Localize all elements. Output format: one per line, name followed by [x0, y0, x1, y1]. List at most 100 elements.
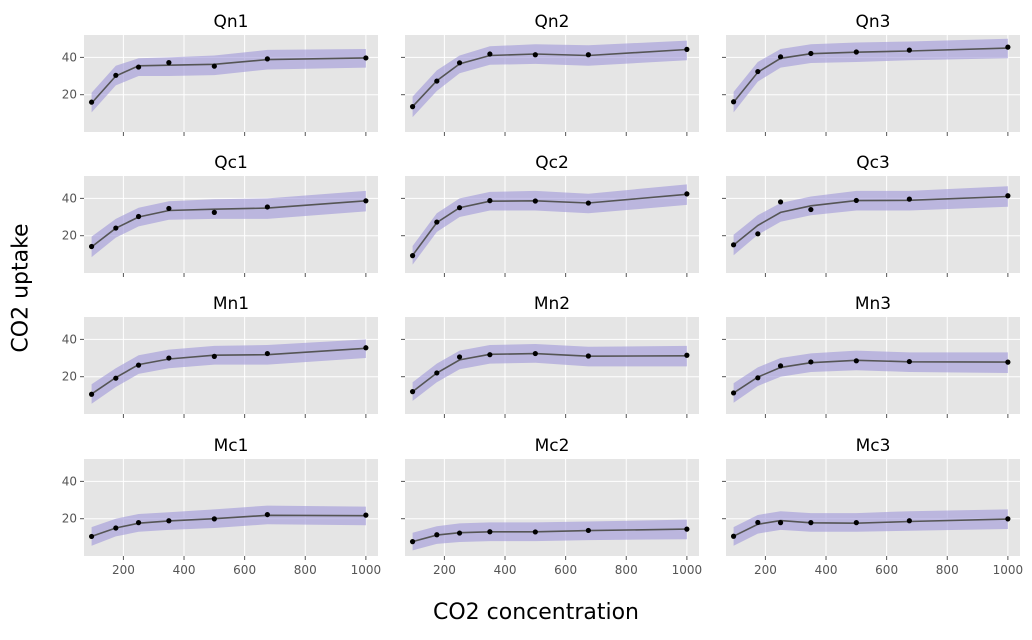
data-point [585, 52, 591, 58]
data-point [434, 219, 440, 225]
data-point [456, 60, 463, 66]
data-point [88, 391, 95, 397]
y-tick-label: 20 [62, 88, 77, 102]
subplot-title: Qn2 [535, 12, 570, 32]
data-point [211, 63, 217, 69]
data-point [777, 520, 784, 526]
data-point [456, 354, 463, 360]
subplot-title: Mc3 [856, 436, 891, 456]
data-point [684, 191, 690, 197]
data-point [166, 355, 172, 361]
data-point [135, 64, 142, 70]
data-point [434, 78, 440, 84]
data-point [487, 51, 493, 57]
data-point [166, 518, 172, 524]
subplot-title: Qc3 [856, 153, 890, 173]
data-point [88, 243, 95, 250]
data-point [532, 198, 538, 204]
y-tick-label: 20 [62, 370, 77, 384]
data-point [684, 352, 690, 358]
subplot-title: Mc2 [535, 436, 570, 456]
subplot-title: Qn1 [214, 12, 249, 32]
data-point [853, 197, 859, 204]
data-point [808, 359, 814, 365]
data-point [88, 533, 95, 540]
data-point [585, 200, 591, 206]
data-point [777, 363, 784, 369]
y-tick-label: 20 [62, 512, 77, 526]
data-point [135, 213, 142, 220]
confidence-band [733, 186, 1008, 256]
data-point [755, 68, 761, 75]
x-tick-label: 200 [433, 563, 456, 577]
data-point [363, 55, 369, 61]
data-point [808, 520, 814, 526]
data-point [1005, 44, 1011, 50]
data-point [730, 242, 737, 248]
subplot-title: Mc1 [214, 436, 249, 456]
confidence-band [733, 38, 1008, 113]
data-point [487, 352, 493, 358]
data-point [684, 46, 690, 52]
data-point [211, 516, 217, 522]
x-tick-label: 200 [112, 563, 135, 577]
data-point [906, 47, 912, 53]
data-point [853, 358, 859, 364]
data-point [730, 533, 737, 539]
data-point [434, 370, 440, 376]
subplot-qn2: Qn2 [401, 12, 699, 136]
y-tick-label: 40 [62, 191, 77, 205]
subplot-mn1: Mn1 20 40 [62, 294, 378, 418]
data-point [487, 529, 493, 535]
data-point [755, 231, 761, 237]
data-point [853, 49, 859, 55]
data-point [906, 518, 912, 524]
data-point [409, 389, 416, 395]
data-point [88, 99, 95, 105]
data-point [808, 50, 814, 57]
data-point [755, 519, 761, 526]
confidence-band [412, 40, 687, 118]
data-point [532, 529, 538, 535]
x-tick-label: 200 [754, 563, 777, 577]
x-tick-label: 1000 [672, 563, 703, 577]
x-tick-label: 600 [875, 563, 898, 577]
data-point [853, 520, 859, 526]
data-point [363, 198, 369, 204]
subplot-mn3: Mn3 [722, 294, 1020, 418]
data-point [264, 350, 270, 357]
x-tick-label: 600 [554, 563, 577, 577]
subplot-title: Mn2 [534, 294, 570, 314]
subplot-title: Qn3 [856, 12, 891, 32]
data-point [135, 520, 142, 526]
data-point [1005, 193, 1011, 199]
data-point [166, 60, 172, 66]
x-tick-label: 1000 [351, 563, 382, 577]
data-point [363, 345, 369, 351]
data-point [456, 530, 463, 536]
y-tick-label: 20 [62, 229, 77, 243]
y-axis-label: CO2 uptake [8, 223, 34, 353]
confidence-band [91, 339, 366, 404]
data-point [906, 196, 912, 202]
subplot-mn2: Mn2 [401, 294, 699, 418]
data-point [113, 525, 119, 531]
data-point [135, 362, 142, 368]
data-point [211, 353, 217, 359]
data-point [532, 52, 538, 58]
y-tick-label: 40 [62, 474, 77, 488]
data-point [684, 526, 690, 532]
panel-background [726, 459, 1020, 556]
confidence-band [91, 190, 366, 258]
x-tick-label: 600 [233, 563, 256, 577]
data-point [755, 375, 761, 381]
x-tick-label: 400 [815, 563, 838, 577]
data-point [264, 204, 270, 210]
subplot-title: Qc1 [214, 153, 248, 173]
data-point [363, 512, 369, 518]
confidence-band [412, 344, 687, 401]
y-tick-label: 40 [62, 50, 77, 64]
data-point [777, 199, 784, 205]
data-point [166, 205, 172, 212]
subplot-mc1: Mc1 20 40 200 400 600 800 1000 [62, 436, 381, 577]
